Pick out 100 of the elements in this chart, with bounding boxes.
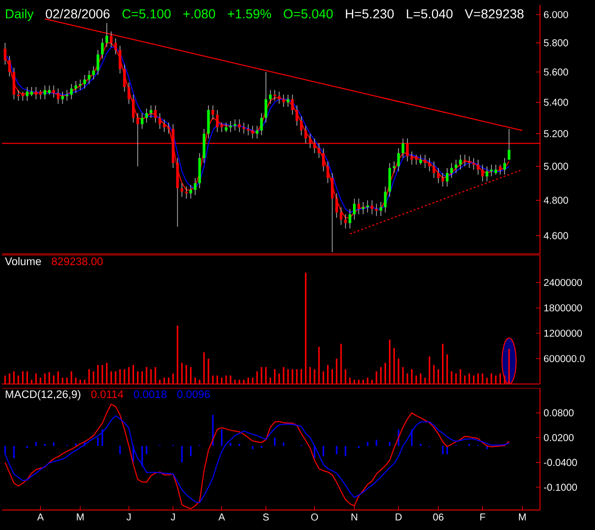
x-tick-label: A xyxy=(218,514,226,520)
candlestick xyxy=(238,119,241,132)
candlestick xyxy=(269,90,272,104)
x-tick-label: M xyxy=(518,514,526,520)
candlestick xyxy=(490,164,493,177)
candlestick xyxy=(397,148,400,172)
annotation: 0.0114 xyxy=(91,390,124,398)
candlestick xyxy=(207,105,210,139)
candlestick xyxy=(216,110,219,132)
x-tick-label: A xyxy=(37,514,44,520)
chart-title: Daily xyxy=(6,8,34,21)
candlestick xyxy=(260,112,263,136)
candlestick xyxy=(185,186,188,199)
y-tick-label: -0.1000 xyxy=(544,484,577,491)
candlestick xyxy=(326,161,330,184)
y-tick-label: 0.0800 xyxy=(544,409,574,416)
x-tick-label: J xyxy=(126,514,131,520)
candlestick xyxy=(424,154,426,168)
x-tick-label: 06 xyxy=(433,514,444,521)
candlestick xyxy=(481,164,484,182)
candlestick xyxy=(278,91,281,104)
candlestick xyxy=(286,94,290,108)
candlestick xyxy=(52,85,56,98)
candlestick xyxy=(70,84,73,100)
annotation: 02/28/2006 xyxy=(46,8,110,18)
y-tick-label: 1200000 xyxy=(544,330,582,337)
y-tick-label: 0.0200 xyxy=(544,434,574,442)
annotation: H=5.230 xyxy=(346,9,394,18)
candlestick xyxy=(486,166,488,182)
annotation: +1.59% xyxy=(228,9,272,18)
candlestick xyxy=(56,88,60,104)
candlestick xyxy=(150,105,152,118)
candlestick xyxy=(437,168,440,184)
candlestick xyxy=(132,94,135,123)
candlestick xyxy=(26,86,29,102)
candlestick xyxy=(446,168,448,187)
candlestick xyxy=(291,94,294,116)
candlestick xyxy=(83,74,86,89)
x-tick-label: S xyxy=(263,514,269,521)
candlestick xyxy=(44,85,46,100)
y-tick-label: 5.000 xyxy=(544,162,568,170)
candlestick xyxy=(450,162,453,178)
candlestick xyxy=(234,119,236,131)
y-tick-label: 4.600 xyxy=(544,232,568,240)
candlestick xyxy=(441,172,444,187)
x-tick-label: M xyxy=(76,514,84,520)
annotation: V=829238 xyxy=(464,9,524,18)
candlestick xyxy=(140,112,144,130)
y-tick-label: 1800000 xyxy=(544,304,582,312)
candlestick xyxy=(30,86,33,96)
candlestick xyxy=(464,154,466,167)
candlestick xyxy=(74,80,78,94)
chart-title: MACD(12,26,9) xyxy=(6,390,80,400)
candlestick xyxy=(264,72,268,123)
candlestick xyxy=(402,138,404,158)
annotation: 0.0096 xyxy=(177,390,210,398)
candlestick xyxy=(357,198,360,215)
candlestick xyxy=(17,90,20,102)
candlestick xyxy=(12,67,16,100)
candlestick xyxy=(180,182,184,198)
y-tick-label: 2400000 xyxy=(544,278,582,286)
candlestick xyxy=(229,120,232,132)
candlestick xyxy=(88,70,90,84)
chart-title: Volume xyxy=(4,257,41,266)
candlestick xyxy=(101,38,104,60)
candlestick xyxy=(366,200,369,213)
candlestick xyxy=(282,94,285,108)
candlestick xyxy=(300,116,303,136)
annotation: +.080 xyxy=(183,9,216,18)
candlestick xyxy=(419,154,422,165)
candlestick xyxy=(388,162,392,198)
y-tick-label: 600000.0 xyxy=(544,355,585,362)
annotation: 0.0018 xyxy=(134,390,166,398)
y-tick-label: 5.400 xyxy=(544,98,568,106)
candlestick xyxy=(454,159,458,174)
candlestick xyxy=(432,161,436,178)
candlestick xyxy=(296,105,298,126)
x-tick-label: D xyxy=(396,514,402,520)
candlestick xyxy=(494,164,498,176)
annotation: C=5.100 xyxy=(122,9,171,18)
candlestick xyxy=(48,85,51,95)
x-tick-label: O xyxy=(311,514,318,521)
candlestick xyxy=(428,158,431,172)
candlestick xyxy=(61,91,64,104)
candlestick xyxy=(105,22,108,48)
candlestick xyxy=(118,45,122,74)
candlestick xyxy=(158,112,162,130)
y-tick-label: 5.600 xyxy=(544,68,568,76)
candlestick xyxy=(21,91,24,102)
candlestick xyxy=(194,178,197,196)
candlestick xyxy=(375,203,378,216)
candlestick xyxy=(353,198,356,220)
annotation: L=5.040 xyxy=(406,9,453,18)
candlestick xyxy=(162,119,166,132)
candlestick xyxy=(66,90,68,102)
candlestick xyxy=(220,122,224,132)
x-tick-label: F xyxy=(480,514,486,520)
candlestick xyxy=(145,108,148,123)
candlestick xyxy=(322,148,325,172)
x-tick-label: J xyxy=(170,514,175,520)
